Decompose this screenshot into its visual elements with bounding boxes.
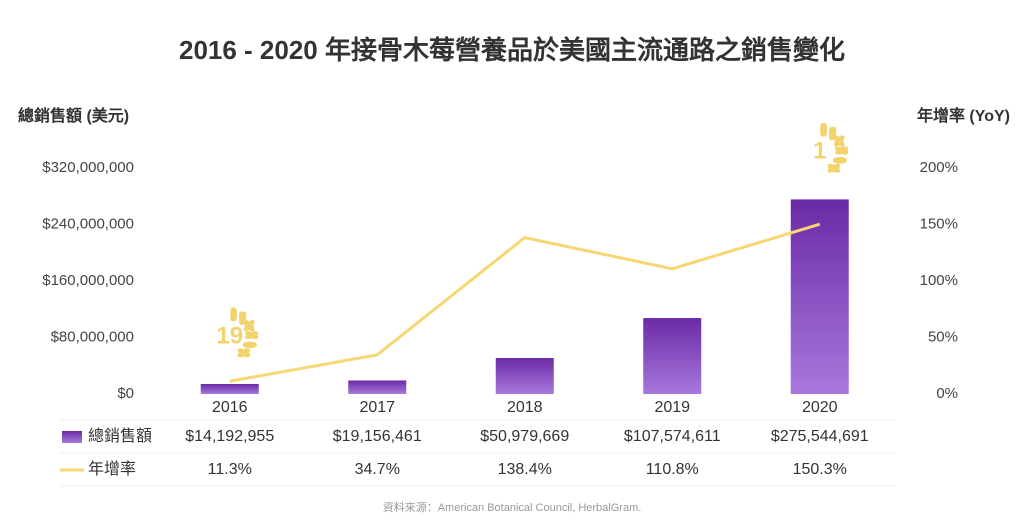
table-value: 11.3%	[208, 461, 252, 478]
x-tick-label: 2017	[359, 399, 395, 416]
laurel-leaf	[835, 146, 849, 155]
y2-axis-label: 年增率 (YoY)	[917, 106, 1010, 125]
table-value: 110.8%	[646, 461, 699, 478]
bar	[348, 380, 407, 394]
table-value: 150.3%	[793, 461, 847, 478]
table-value: 138.4%	[498, 461, 552, 478]
laurel-leaf	[243, 320, 255, 332]
table-value: 34.7%	[355, 461, 400, 478]
bar	[790, 199, 849, 394]
laurel-leaf	[832, 157, 847, 164]
laurel-leaf	[827, 163, 841, 173]
laurel-leaf	[820, 122, 827, 137]
x-tick-label: 2019	[654, 399, 690, 416]
laurel-leaf	[245, 331, 259, 340]
laurel-leaf	[230, 307, 237, 322]
laurel-leaf	[833, 135, 845, 147]
legend-swatch	[62, 431, 82, 443]
table-value: $50,979,669	[480, 428, 569, 445]
y-tick-label: $0	[117, 385, 134, 402]
bar	[200, 383, 259, 394]
table-value: $107,574,611	[624, 428, 721, 445]
y-tick-label: $320,000,000	[42, 159, 134, 176]
bar	[643, 318, 702, 394]
rank-badge: 1	[813, 138, 826, 165]
x-tick-label: 2016	[212, 399, 248, 416]
y-tick-label: $160,000,000	[42, 272, 134, 289]
y2-tick-label: 200%	[920, 159, 958, 176]
source-note: 資料來源：American Botanical Council, HerbalG…	[383, 500, 642, 514]
legend-label: 總銷售額	[88, 427, 152, 445]
bar	[495, 357, 554, 394]
line	[229, 222, 821, 383]
laurel-leaf	[239, 311, 247, 325]
chart-title: 2016 - 2020 年接骨木莓營養品於美國主流通路之銷售變化	[179, 35, 845, 65]
y2-tick-label: 100%	[920, 272, 958, 289]
rank-badge: 19	[216, 322, 243, 349]
y2-tick-label: 0%	[936, 385, 958, 402]
y-tick-label: $240,000,000	[42, 215, 134, 232]
x-tick-label: 2018	[507, 399, 543, 416]
table-value: $19,156,461	[333, 428, 422, 445]
y2-tick-label: 150%	[920, 215, 958, 232]
laurel-leaf	[242, 341, 257, 349]
y-tick-label: $80,000,000	[51, 328, 134, 345]
x-tick-label: 2020	[802, 399, 838, 416]
legend-label: 年增率	[88, 460, 136, 478]
laurel-leaf	[237, 348, 251, 358]
table-value: $275,544,691	[771, 428, 869, 445]
laurel-leaf	[829, 126, 837, 141]
y2-tick-label: 50%	[928, 328, 958, 345]
y-axis-label: 總銷售額 (美元)	[18, 106, 129, 125]
table-value: $14,192,955	[185, 428, 274, 445]
